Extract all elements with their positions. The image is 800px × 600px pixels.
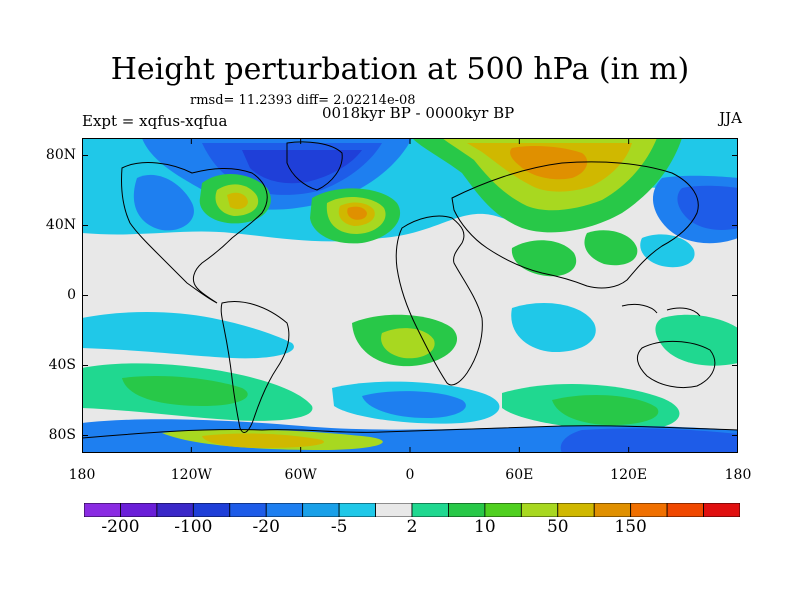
colorbar-label: -200	[101, 517, 140, 537]
colorbar-swatch	[593, 503, 632, 517]
colorbar-swatch	[520, 503, 559, 517]
coastline-north-america	[121, 162, 268, 304]
colorbar-label: 150	[614, 517, 647, 537]
colorbar-label: -20	[252, 517, 280, 537]
coastline-antarctica	[82, 425, 738, 439]
colorbar-swatch	[448, 503, 486, 517]
colorbar-swatch	[666, 503, 704, 517]
longitude-label: 120W	[170, 467, 212, 483]
coastline-europe-africa	[395, 215, 483, 386]
colorbar	[84, 503, 740, 517]
latitude-label: 40N	[45, 216, 76, 233]
colorbar-swatch	[192, 503, 231, 517]
colorbar-label: -100	[174, 517, 213, 537]
contour-fill-layer	[82, 138, 738, 453]
colorbar-swatch	[484, 503, 522, 517]
latitude-label: 40S	[48, 356, 76, 373]
plot-title: Height perturbation at 500 hPa (in m)	[110, 52, 690, 87]
colorbar-swatch	[557, 503, 595, 517]
map-panel	[82, 138, 738, 453]
colorbar-swatch	[375, 503, 413, 517]
coastline-eurasia	[451, 161, 699, 289]
latitude-label: 0	[67, 286, 76, 303]
longitude-label: 0	[405, 467, 415, 483]
colorbar-swatch	[84, 503, 121, 517]
coastline-layer	[82, 141, 738, 439]
colorbar-label: -5	[330, 517, 348, 537]
latitude-label: 80N	[45, 146, 76, 163]
longitude-label: 180	[68, 467, 96, 483]
longitude-label: 60W	[284, 467, 317, 483]
coastline-australia	[636, 340, 716, 389]
colorbar-swatch	[302, 503, 340, 517]
colorbar-swatch	[229, 503, 267, 517]
colorbar-swatch	[703, 503, 740, 517]
colorbar-swatch	[156, 503, 194, 517]
colorbar-label: 10	[474, 517, 496, 537]
rmsd-diff-stats: rmsd= 11.2393 diff= 2.02214e-08	[190, 93, 416, 108]
experiment-label: Expt = xqfus-xqfua	[82, 112, 228, 130]
colorbar-swatch	[338, 503, 376, 517]
colorbar-swatch	[630, 503, 668, 517]
coastline-indonesia	[621, 303, 701, 317]
axis-ticks	[82, 138, 738, 453]
longitude-label: 60E	[505, 467, 534, 483]
coastline-south-america	[220, 301, 290, 433]
colorbar-label: 2	[406, 517, 418, 537]
colorbar-swatch	[265, 503, 304, 517]
season-label: JJA	[719, 109, 742, 127]
colorbar-label: 50	[546, 517, 569, 537]
colorbar-swatch	[120, 503, 158, 517]
longitude-label: 180	[724, 467, 752, 483]
colorbar-swatch	[411, 503, 449, 517]
period-label: 0018kyr BP - 0000kyr BP	[322, 104, 515, 122]
coastline-greenland	[286, 141, 343, 191]
latitude-label: 80S	[48, 426, 76, 443]
longitude-label: 120E	[610, 467, 648, 483]
